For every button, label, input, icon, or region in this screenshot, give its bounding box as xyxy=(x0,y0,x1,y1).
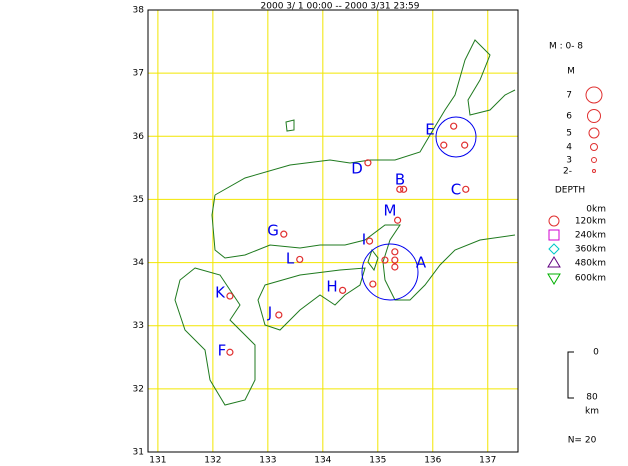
y-tick-label: 31 xyxy=(133,448,144,458)
event-marker xyxy=(440,141,448,149)
event-marker xyxy=(450,122,458,130)
shikoku-coast xyxy=(257,267,366,331)
magnitude-symbol xyxy=(592,169,596,173)
magnitude-heading: M xyxy=(567,67,575,77)
region-label: M xyxy=(384,202,397,220)
scale-top: 0 xyxy=(593,348,599,358)
map-frame xyxy=(147,9,519,453)
event-marker xyxy=(365,237,374,245)
magnitude-label: 7 xyxy=(566,91,572,101)
magnitude-symbol xyxy=(587,109,601,123)
region-label: H xyxy=(326,278,337,296)
event-marker xyxy=(391,263,399,271)
x-tick-label: 135 xyxy=(369,456,386,466)
depth-label: 120km xyxy=(575,217,606,227)
region-label: J xyxy=(267,304,272,322)
region-label: I xyxy=(362,231,366,249)
x-tick-label: 137 xyxy=(479,456,496,466)
magnitude-symbol xyxy=(590,143,598,151)
magnitude-label: 2- xyxy=(563,167,572,177)
event-marker xyxy=(381,256,389,264)
event-marker xyxy=(396,185,404,193)
magnitude-symbol xyxy=(585,86,603,104)
region-label: G xyxy=(267,222,279,240)
y-tick-label: 38 xyxy=(133,6,145,16)
x-tick-label: 131 xyxy=(149,456,166,466)
region-label: E xyxy=(425,121,434,139)
y-tick-label: 34 xyxy=(133,258,145,268)
event-marker xyxy=(462,185,470,193)
y-tick-label: 33 xyxy=(133,321,144,331)
grid xyxy=(148,9,518,453)
depth-symbol xyxy=(548,243,560,255)
scale-unit: km xyxy=(585,407,599,417)
event-marker xyxy=(393,216,402,224)
magnitude-label: 6 xyxy=(566,112,572,122)
depth-title: DEPTH xyxy=(555,186,585,196)
honshu-coast xyxy=(214,39,516,196)
depth-label: 600km xyxy=(575,274,606,284)
event-marker xyxy=(461,141,469,149)
legend: M : 0- 8 M DEPTH 0 80 km N= 20 7 6 5 4 32- 0k… xyxy=(547,42,606,446)
event-marker xyxy=(339,286,347,294)
x-tick-label: 134 xyxy=(314,456,331,466)
y-tick-label: 32 xyxy=(133,384,144,394)
scale-bar xyxy=(567,351,574,399)
x-tick-label: 136 xyxy=(424,456,441,466)
event-count: N= 20 xyxy=(568,436,597,446)
magnitude-symbol xyxy=(588,127,600,139)
depth-label: 240km xyxy=(575,231,606,241)
event-marker xyxy=(391,256,399,264)
depth-symbol xyxy=(548,229,560,241)
y-tick-label: 36 xyxy=(133,132,145,142)
region-label: D xyxy=(351,160,363,178)
region-label: F xyxy=(218,342,227,360)
event-marker xyxy=(400,185,408,193)
highlight-circle xyxy=(435,116,477,158)
awaji-coast xyxy=(367,248,379,272)
depth-label: 0km xyxy=(586,205,606,215)
magnitude-symbol xyxy=(591,157,597,163)
magnitude-title: M : 0- 8 xyxy=(549,42,583,52)
event-marker xyxy=(226,292,234,300)
depth-label: 480km xyxy=(575,259,606,269)
magnitude-label: 5 xyxy=(566,129,572,139)
y-tick-label: 35 xyxy=(133,195,144,205)
event-marker xyxy=(226,348,234,356)
oki-coast xyxy=(285,119,295,132)
depth-symbol xyxy=(548,215,560,227)
scale-bottom: 80 xyxy=(586,393,598,403)
region-label: L xyxy=(286,250,295,268)
coastlines xyxy=(174,39,516,406)
magnitude-label: 4 xyxy=(566,143,572,153)
depth-symbol xyxy=(547,273,561,285)
highlight-circle xyxy=(361,243,419,301)
event-marker xyxy=(275,311,283,319)
event-marker xyxy=(280,230,288,238)
magnitude-label: 3 xyxy=(566,156,572,166)
event-marker xyxy=(369,280,377,288)
x-tick-label: 132 xyxy=(204,456,221,466)
event-marker xyxy=(391,248,399,256)
depth-label: 360km xyxy=(575,245,606,255)
honshu-coast-south xyxy=(211,194,516,301)
kyushu-coast xyxy=(174,267,256,406)
title: 2000 3/ 1 00:00 -- 2000 3/31 23:59 xyxy=(261,2,420,12)
event-marker xyxy=(296,255,304,264)
region-label: K xyxy=(215,284,226,302)
depth-symbol xyxy=(547,256,561,268)
region-label: A xyxy=(416,254,427,272)
region-label: B xyxy=(395,171,405,189)
region-label: C xyxy=(451,181,461,199)
x-tick-label: 133 xyxy=(259,456,276,466)
y-tick-label: 37 xyxy=(133,69,144,79)
events xyxy=(226,122,470,356)
event-marker xyxy=(364,159,372,167)
